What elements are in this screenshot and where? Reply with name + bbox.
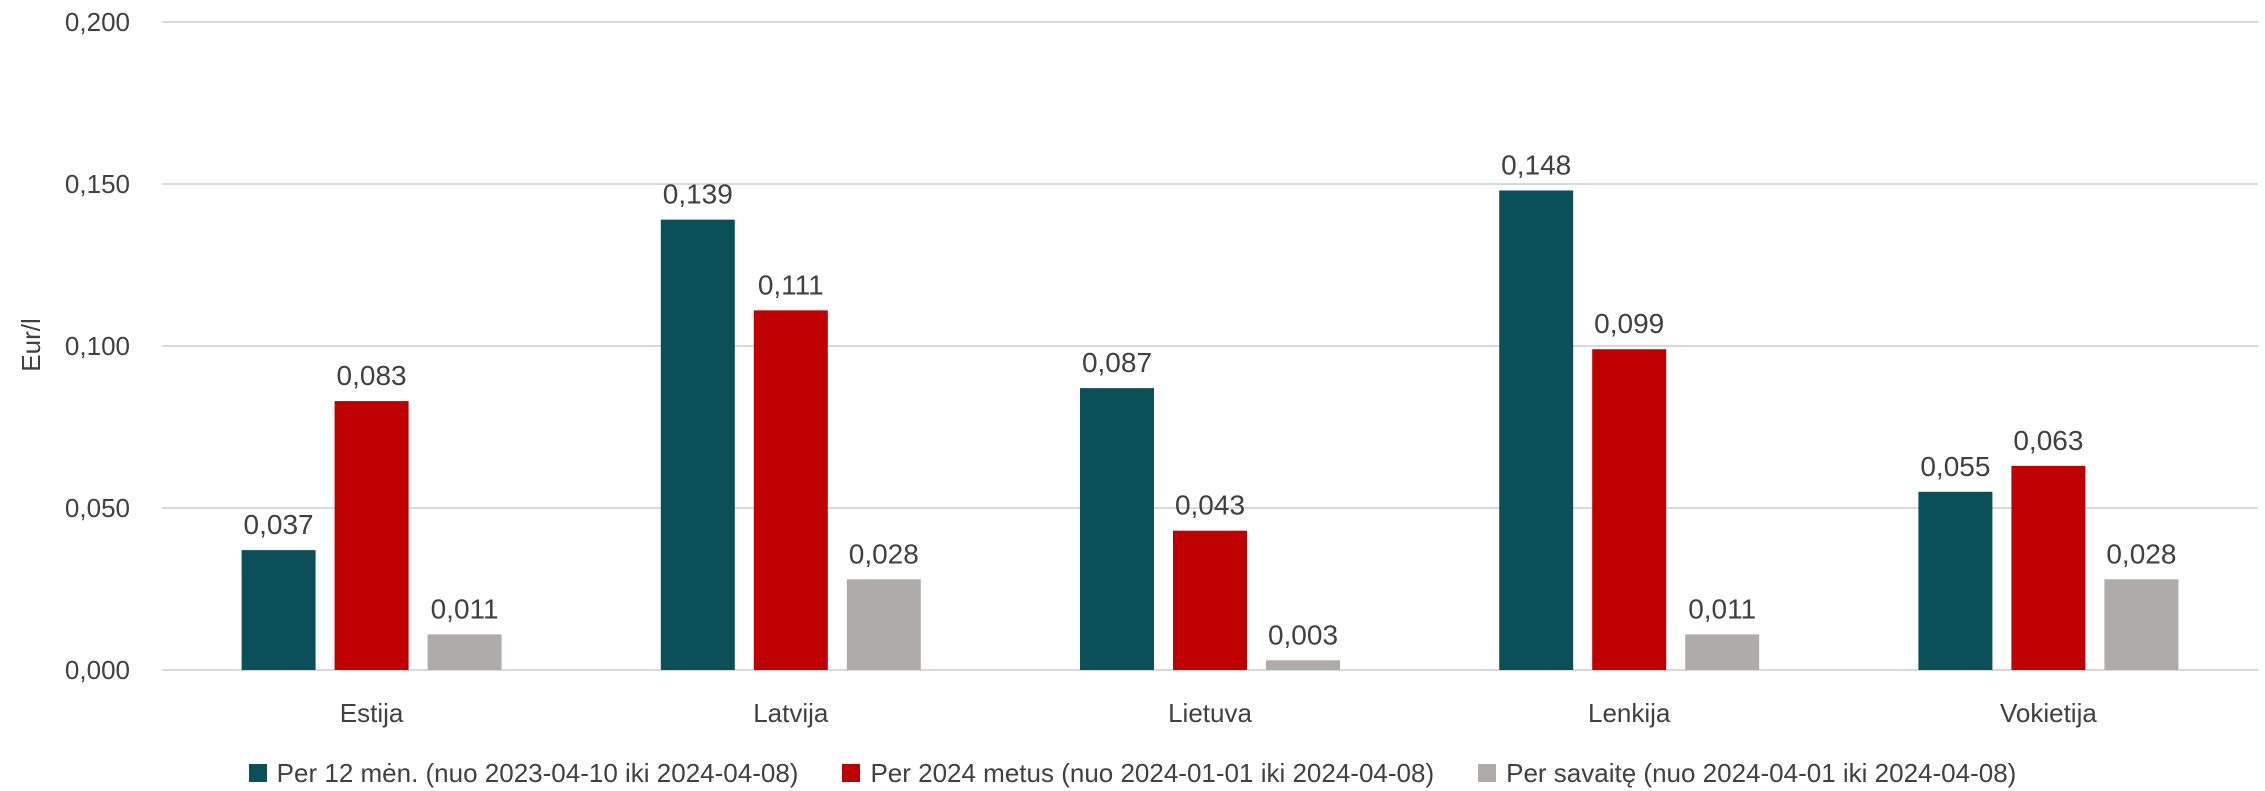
bar bbox=[2011, 465, 2086, 670]
bar bbox=[846, 579, 921, 670]
data-label: 0,003 bbox=[1268, 619, 1338, 650]
bar bbox=[660, 219, 735, 670]
category-label: Estija bbox=[340, 698, 404, 728]
legend-swatch bbox=[1478, 764, 1497, 782]
legend: Per 12 mėn. (nuo 2023-04-10 iki 2024-04-… bbox=[0, 755, 2265, 791]
data-label: 0,011 bbox=[431, 593, 499, 624]
y-tick-label: 0,050 bbox=[65, 493, 130, 523]
y-axis-ticks: 0,000 0,050 0,100 0,150 0,200 bbox=[65, 7, 130, 685]
gridlines bbox=[162, 21, 2258, 671]
data-label: 0,083 bbox=[337, 360, 407, 391]
data-labels: 0,037 0,083 0,011 0,139 0,111 0,028 0,087 0,043… bbox=[244, 149, 2177, 650]
y-tick-label: 0,200 bbox=[65, 7, 130, 37]
y-tick-label: 0,000 bbox=[65, 655, 130, 685]
data-label: 0,028 bbox=[849, 538, 919, 569]
bar bbox=[1685, 634, 1760, 670]
y-tick-label: 0,100 bbox=[65, 331, 130, 361]
legend-swatch bbox=[842, 764, 861, 782]
data-label: 0,055 bbox=[1920, 451, 1990, 482]
bar bbox=[427, 634, 502, 670]
legend-label: Per savaitę (nuo 2024-04-01 iki 2024-04-… bbox=[1506, 757, 2017, 788]
bar bbox=[1080, 388, 1154, 670]
bar bbox=[1918, 491, 1993, 670]
data-label: 0,087 bbox=[1082, 347, 1152, 378]
y-tick-label: 0,150 bbox=[65, 169, 130, 199]
bar bbox=[753, 310, 828, 670]
legend-label: Per 12 mėn. (nuo 2023-04-10 iki 2024-04-… bbox=[276, 757, 799, 788]
data-label: 0,011 bbox=[1688, 593, 1756, 624]
legend-item: Per savaitę (nuo 2024-04-01 iki 2024-04-… bbox=[1478, 758, 2016, 789]
category-label: Lietuva bbox=[1168, 698, 1252, 728]
category-label: Latvija bbox=[753, 698, 829, 728]
data-label: 0,028 bbox=[2106, 538, 2176, 569]
bar bbox=[334, 401, 409, 670]
data-label: 0,148 bbox=[1501, 149, 1571, 180]
bar bbox=[1173, 530, 1247, 670]
bar bbox=[1499, 190, 1574, 671]
category-label: Lenkija bbox=[1588, 698, 1671, 728]
legend-item: Per 2024 metus (nuo 2024-01-01 iki 2024-… bbox=[842, 758, 1434, 789]
legend-label: Per 2024 metus (nuo 2024-01-01 iki 2024-… bbox=[870, 757, 1435, 788]
bar bbox=[241, 550, 316, 670]
x-axis-categories: Estija Latvija Lietuva Lenkija Vokietija bbox=[340, 698, 2098, 728]
bar bbox=[1266, 660, 1340, 670]
bar bbox=[2104, 579, 2179, 670]
y-axis-title: Eur/l bbox=[16, 318, 46, 371]
category-label: Vokietija bbox=[2000, 698, 2097, 728]
data-label: 0,037 bbox=[244, 509, 314, 540]
data-label: 0,099 bbox=[1594, 308, 1664, 339]
data-label: 0,063 bbox=[2013, 425, 2083, 456]
legend-swatch bbox=[248, 764, 267, 782]
data-label: 0,043 bbox=[1175, 490, 1245, 521]
data-label: 0,111 bbox=[758, 269, 824, 300]
bars bbox=[241, 190, 2179, 671]
bar bbox=[1592, 349, 1667, 670]
legend-item: Per 12 mėn. (nuo 2023-04-10 iki 2024-04-… bbox=[248, 757, 799, 789]
data-label: 0,139 bbox=[663, 179, 733, 210]
